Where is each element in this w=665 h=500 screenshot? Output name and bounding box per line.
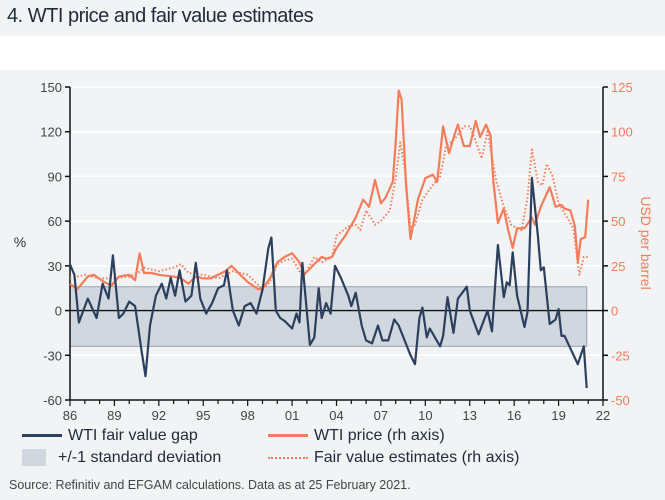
y-axis-label-right: USD per barrel [638, 196, 654, 289]
y-tick-label-left: -60 [43, 393, 62, 408]
y-tick-label-left: 0 [55, 304, 62, 319]
x-tick-label: 16 [507, 408, 521, 423]
x-tick-label: 95 [196, 408, 210, 423]
legend-label-price: WTI price (rh axis) [314, 427, 445, 444]
y-tick-label-left: 60 [48, 214, 62, 229]
y-tick-label-right: 25 [611, 259, 625, 274]
y-tick-label-left: 120 [40, 125, 62, 140]
x-tick-label: 10 [418, 408, 432, 423]
x-tick-label: 04 [329, 408, 343, 423]
y-tick-label-right: -25 [611, 348, 630, 363]
series-line-fair-value-estimates [69, 125, 589, 291]
x-tick-label: 07 [374, 408, 388, 423]
x-tick-label: 86 [63, 408, 77, 423]
legend-swatch-price [268, 434, 308, 438]
y-tick-label-right: 50 [611, 214, 625, 229]
legend-swatch-fair [268, 456, 308, 459]
std-dev-band [69, 286, 588, 347]
y-tick-label-right: -50 [611, 393, 630, 408]
legend-item-gap: WTI fair value gap [22, 427, 198, 445]
y-tick-label-right: 0 [611, 304, 618, 319]
legend-label-band: +/-1 standard deviation [58, 449, 222, 466]
y-axis-label-left: % [14, 234, 26, 250]
y-tick-label-right: 100 [611, 125, 633, 140]
x-tick-label: 13 [463, 408, 477, 423]
legend-item-price: WTI price (rh axis) [268, 427, 445, 445]
y-tick-label-left: -30 [43, 348, 62, 363]
legend-item-fair: Fair value estimates (rh axis) [268, 449, 519, 467]
source-note: Source: Refinitiv and EFGAM calculations… [9, 478, 411, 492]
y-tick-label-right: 75 [611, 169, 625, 184]
y-tick-label-left: 30 [48, 259, 62, 274]
x-tick-label: 92 [152, 408, 166, 423]
chart-title: 4. WTI price and fair value estimates [7, 5, 314, 27]
y-tick-label-left: 90 [48, 169, 62, 184]
legend-label-fair: Fair value estimates (rh axis) [314, 449, 520, 466]
header-bar: 4. WTI price and fair value estimates [0, 0, 665, 36]
y-tick-label-left: 150 [40, 80, 62, 95]
x-tick-label: 22 [596, 408, 610, 423]
legend-label-gap: WTI fair value gap [68, 427, 198, 444]
x-tick-label: 19 [551, 408, 565, 423]
y-tick-label-right: 125 [611, 80, 633, 95]
series-line-fair-value-gap [68, 176, 588, 389]
x-tick-label: 98 [240, 408, 254, 423]
x-tick-label: 89 [107, 408, 121, 423]
x-tick-label: 01 [285, 408, 299, 423]
legend-swatch-band [22, 449, 46, 467]
legend-item-band: +/-1 standard deviation [22, 449, 221, 467]
legend-swatch-gap [22, 434, 62, 438]
